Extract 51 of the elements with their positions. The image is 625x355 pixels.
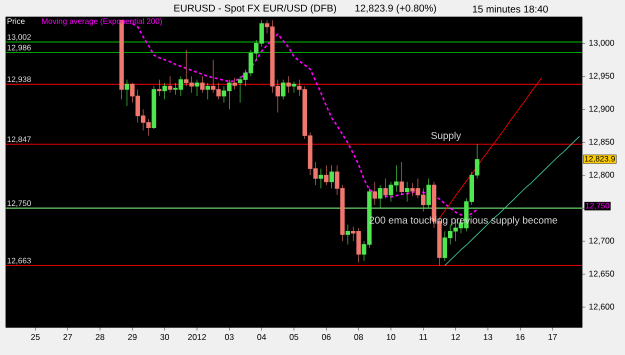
y-tick-label: 12,600 [589,303,614,310]
y-tick-label: 12,900 [589,106,614,113]
x-tick-label: 25 [31,334,40,340]
candlestick [383,178,388,198]
candlestick [280,79,286,100]
candlestick [318,168,324,188]
candlestick [292,81,296,93]
x-tick-label: 16 [516,334,525,340]
x-tick-label: 11 [420,334,428,340]
annotation: Supply [431,132,462,141]
candlestick [157,79,162,96]
candlestick [206,82,210,100]
candlestick [124,79,130,106]
y-tick-label: 12,800 [589,172,614,178]
x-tick-label: 13 [484,334,492,340]
x-tick-label: 29 [128,334,137,340]
x-tick-label: 04 [257,334,266,340]
x-tick-label: 05 [290,334,298,340]
x-tick-label: 03 [224,334,234,340]
candlestick [329,164,334,188]
y-tick-label: 13,000 [589,40,614,47]
x-tick-label: 17 [548,334,557,340]
candlestick [372,181,378,205]
candlestick [232,77,237,90]
x-tick-label: 30 [160,334,170,340]
x-tick-label: 10 [386,334,396,340]
candlestick [286,76,291,93]
candlestick [404,181,410,202]
candlestick [399,162,404,196]
candlestick [168,76,172,93]
x-tick-label: 27 [63,334,72,340]
candlestick [152,86,156,130]
candlestick [324,164,329,186]
candlestick [194,79,200,96]
chart-title: EURUSD - Spot FX EUR/USD (DFB) [174,4,336,14]
candlestick [426,178,431,208]
text: 15 minutes 18:40 [472,5,548,12]
candlestick [378,184,382,208]
x-tick-label: 2012 [188,334,206,340]
x-tick-label: 06 [322,334,331,340]
candlestick [200,76,205,93]
x-tick-label: 28 [96,334,104,340]
y-tick-label: 12,650 [589,270,614,278]
x-tick-label: 08 [354,334,363,340]
candlestick [346,224,350,245]
y-tick-label: 12,850 [589,138,614,146]
y-tick-label: 12,700 [589,237,614,244]
x-tick-label: 12 [452,334,460,340]
y-tick-label: 12,950 [589,72,614,80]
chart-subtitle: 12,823.9 (+0.80%) [355,4,436,14]
candlestick [162,82,167,100]
